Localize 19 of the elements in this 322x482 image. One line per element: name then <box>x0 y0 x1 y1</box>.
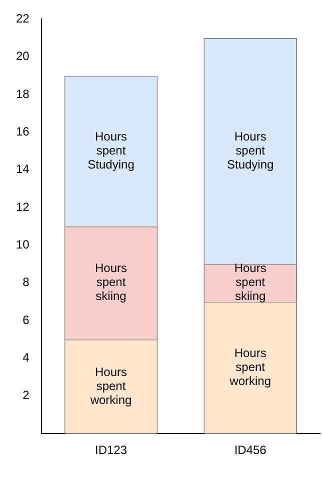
text: Hours spent skiing <box>95 261 128 304</box>
y-tick-label: 4 <box>22 350 30 365</box>
y-tick-label: 6 <box>22 312 30 327</box>
y-tick-label: 8 <box>22 275 30 290</box>
y-tick-label: 10 <box>16 238 30 252</box>
text: Hours spent Studying <box>88 129 134 172</box>
y-tick-label: 2 <box>22 388 30 402</box>
y-tick-label: 20 <box>16 49 30 64</box>
text: Hours spent working <box>230 346 272 388</box>
y-tick-label: 12 <box>16 200 30 214</box>
y-tick-label: 14 <box>16 162 30 176</box>
y-tick-label: 16 <box>16 124 30 139</box>
series-label: Hours spent skiing <box>234 261 266 304</box>
series-label: Hours spent working <box>89 364 132 407</box>
y-tick-label: 22 <box>16 12 30 26</box>
x-tick-label: ID123 <box>94 443 128 458</box>
y-tick-label: 18 <box>16 86 30 101</box>
series-label: Hours spent Studying <box>226 129 274 172</box>
x-tick-label: ID456 <box>234 443 267 458</box>
